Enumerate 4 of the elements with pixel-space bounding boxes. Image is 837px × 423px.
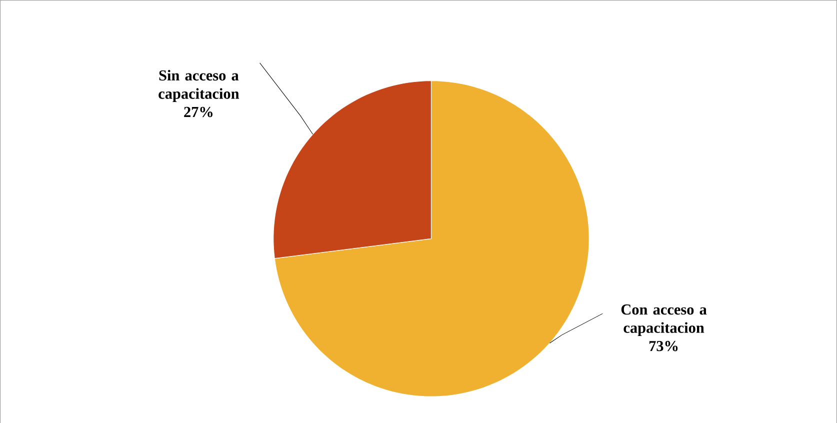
data-label: 73% xyxy=(649,340,678,352)
slice-label: Con acceso a capacitacion xyxy=(621,304,707,336)
slice-label: Sin acceso a capacitacion xyxy=(158,70,240,102)
data-label: 27% xyxy=(184,106,212,117)
